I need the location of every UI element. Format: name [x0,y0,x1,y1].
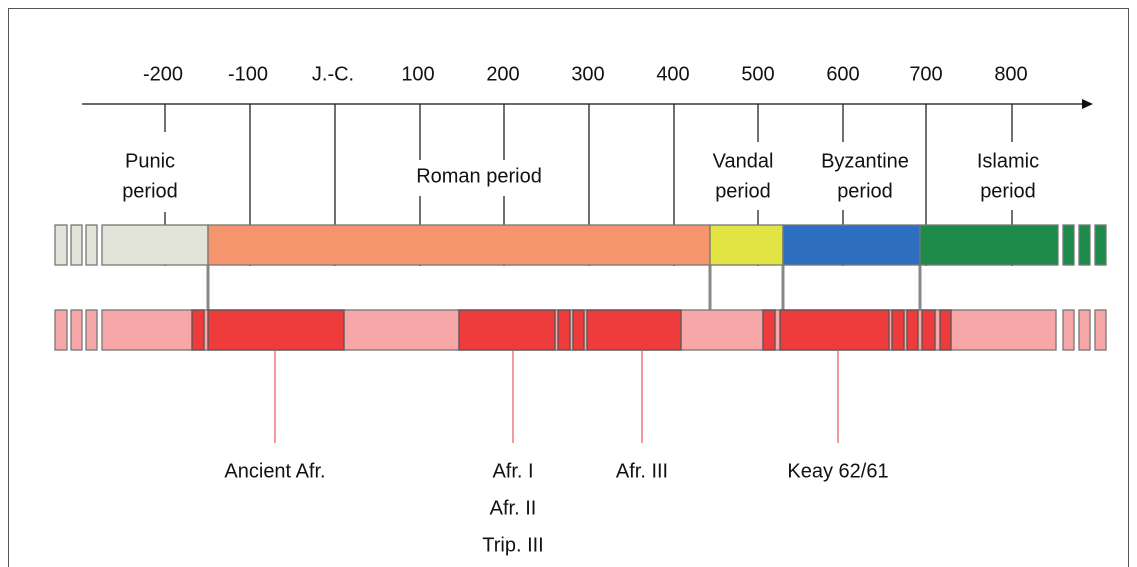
tick-label: 600 [826,63,859,85]
period-label: Vandal [713,150,774,172]
top-stub [54,224,68,266]
amphora-label: Afr. II [490,497,537,519]
period-label: Islamic [977,150,1039,172]
amphora-range [779,309,890,351]
islamic-bar [919,224,1059,266]
top-stub [1062,224,1075,266]
amphora-lines [274,351,839,443]
tick-label: 200 [486,63,519,85]
amphora-range [921,309,936,351]
period-label: period [715,180,771,202]
bottom-stub [54,309,68,351]
tick-label: 500 [741,63,774,85]
bottom-stub [1062,309,1075,351]
amphora-range [191,309,205,351]
frame [8,8,1129,567]
period-label: period [837,180,893,202]
amphora-label: Keay 62/61 [787,460,888,482]
roman-bar [207,224,711,266]
amphora-label: Afr. I [492,460,533,482]
amphora-range [939,309,952,351]
top-stub [85,224,98,266]
amphora-range [762,309,776,351]
tick-label: 700 [909,63,942,85]
amphora-range [586,309,682,351]
amphora-range [458,309,556,351]
period-label: period [980,180,1036,202]
amphora-range [207,309,345,351]
axis-arrow [1082,99,1093,109]
period-label: Roman period [416,165,542,187]
byzantine-bar [782,224,921,266]
bottom-stub [1078,309,1091,351]
bottom-stub [1094,309,1107,351]
tick-label: -200 [143,63,183,85]
amphora-range [572,309,585,351]
tick-label: 400 [656,63,689,85]
amphora-label: Ancient Afr. [224,460,325,482]
period-label: Punic [125,150,175,172]
bottom-stub [70,309,83,351]
amphora-label: Afr. III [616,460,668,482]
tick-label: 300 [571,63,604,85]
tick-label: 800 [994,63,1027,85]
tick-label: 100 [401,63,434,85]
bottom-stub [85,309,98,351]
amphora-range [557,309,571,351]
vandal-bar [709,224,784,266]
top-stub [1078,224,1091,266]
tick-label: -100 [228,63,268,85]
tick-label: J.-C. [312,63,354,85]
top-stub [70,224,83,266]
period-label: period [122,180,178,202]
amphora-range [891,309,905,351]
period-label: Byzantine [821,150,909,172]
top-stub [1094,224,1107,266]
amphora-label: Trip. III [482,534,543,556]
punic-bar [101,224,209,266]
amphora-range [906,309,919,351]
